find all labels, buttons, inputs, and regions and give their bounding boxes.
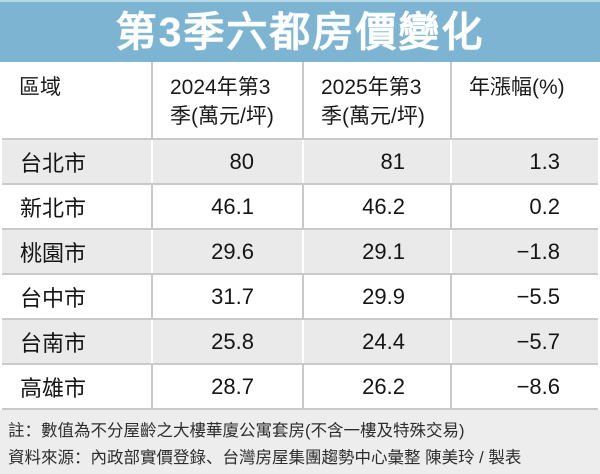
region-cell: 台南市 <box>20 330 87 356</box>
change-cell: −5.5 <box>450 275 598 318</box>
column-header-2025q3: 2025年第3季(萬元/坪) <box>302 62 450 138</box>
value-2025-cell: 26.2 <box>302 365 450 408</box>
page-title: 第3季六都房價變化 <box>115 8 485 55</box>
title-bar: 第3季六都房價變化 <box>0 0 600 62</box>
change-cell: 1.3 <box>450 140 598 183</box>
value-2025-cell: 46.2 <box>302 185 450 228</box>
table-row: 高雄市 28.7 26.2 −8.6 <box>2 365 598 410</box>
note-line: 註：數值為不分屋齡之大樓華廈公寓套房(不含一樓及特殊交易) <box>8 422 465 440</box>
column-header-yoy-change: 年漲幅(%) <box>450 62 598 138</box>
region-cell: 台北市 <box>20 150 87 176</box>
table-header-row: 區域 2024年第3季(萬元/坪) 2025年第3季(萬元/坪) 年漲幅(%) <box>2 62 598 140</box>
region-cell: 新北市 <box>20 195 87 221</box>
source-line: 資料來源：內政部實價登錄、台灣房屋集團趨勢中心彙整 陳美玲 / 製表 <box>8 448 522 467</box>
data-table: 區域 2024年第3季(萬元/坪) 2025年第3季(萬元/坪) 年漲幅(%) … <box>0 62 600 410</box>
value-2025-cell: 29.9 <box>302 275 450 318</box>
value-2024-cell: 29.6 <box>151 230 302 273</box>
value-2024-cell: 25.8 <box>151 320 302 363</box>
change-cell: −1.8 <box>450 230 598 273</box>
region-cell: 台中市 <box>20 285 87 311</box>
value-2025-cell: 81 <box>302 140 450 183</box>
value-2024-cell: 28.7 <box>151 365 302 408</box>
change-cell: −8.6 <box>450 365 598 408</box>
value-2024-cell: 31.7 <box>151 275 302 318</box>
table-row: 台南市 25.8 24.4 −5.7 <box>2 320 598 365</box>
footer-notes: 註：數值為不分屋齡之大樓華廈公寓套房(不含一樓及特殊交易) 資料來源：內政部實價… <box>0 410 600 474</box>
value-2025-cell: 24.4 <box>302 320 450 363</box>
region-cell: 高雄市 <box>20 375 87 401</box>
change-cell: −5.7 <box>450 320 598 363</box>
change-cell: 0.2 <box>450 185 598 228</box>
region-cell: 桃園市 <box>20 240 87 266</box>
column-header-region: 區域 <box>19 76 61 99</box>
table-row: 桃園市 29.6 29.1 −1.8 <box>2 230 598 275</box>
table-row: 新北市 46.1 46.2 0.2 <box>2 185 598 230</box>
value-2025-cell: 29.1 <box>302 230 450 273</box>
value-2024-cell: 46.1 <box>151 185 302 228</box>
value-2024-cell: 80 <box>151 140 302 183</box>
table-row: 台中市 31.7 29.9 −5.5 <box>2 275 598 320</box>
column-header-2024q3: 2024年第3季(萬元/坪) <box>151 62 302 138</box>
table-row: 台北市 80 81 1.3 <box>2 140 598 185</box>
